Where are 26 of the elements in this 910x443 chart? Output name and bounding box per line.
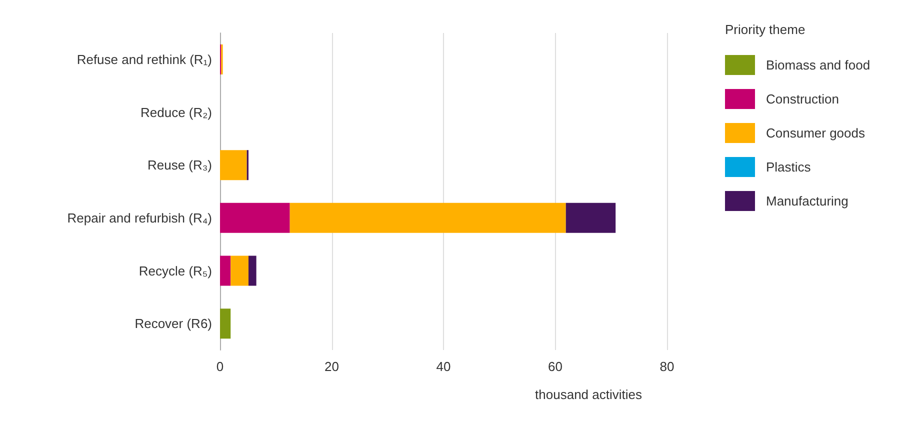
y-tick-label: Repair and refurbish (R₄) [67,210,212,226]
legend-label: Manufacturing [766,194,848,208]
bar [230,256,248,286]
bar [248,256,256,286]
x-tick-label: 0 [216,359,224,374]
x-tick-label: 40 [436,359,451,374]
bar [220,202,290,233]
bar [220,308,231,339]
x-tick-label: 20 [324,359,339,374]
y-tick-label: Reduce (R₂) [140,104,212,120]
y-tick-label: Refuse and rethink (R₁) [76,52,212,67]
x-axis-title: thousand activities [535,387,642,402]
legend-label: Construction [766,92,839,106]
bar [566,202,616,233]
legend-label: Biomass and food [766,58,870,72]
y-tick-label: Recycle (R₅) [138,263,212,278]
bar [290,202,566,233]
x-tick-label: 60 [548,359,562,374]
legend-label: Consumer goods [766,126,866,140]
y-tick-label: Recover (R6) [134,316,212,332]
bar [220,256,231,286]
x-tick-label: 80 [660,359,674,374]
bar [220,150,247,180]
y-tick-label: Reuse (R₃) [147,158,212,173]
legend-label: Plastics [766,160,812,174]
legend-title: Priority theme [725,22,806,37]
